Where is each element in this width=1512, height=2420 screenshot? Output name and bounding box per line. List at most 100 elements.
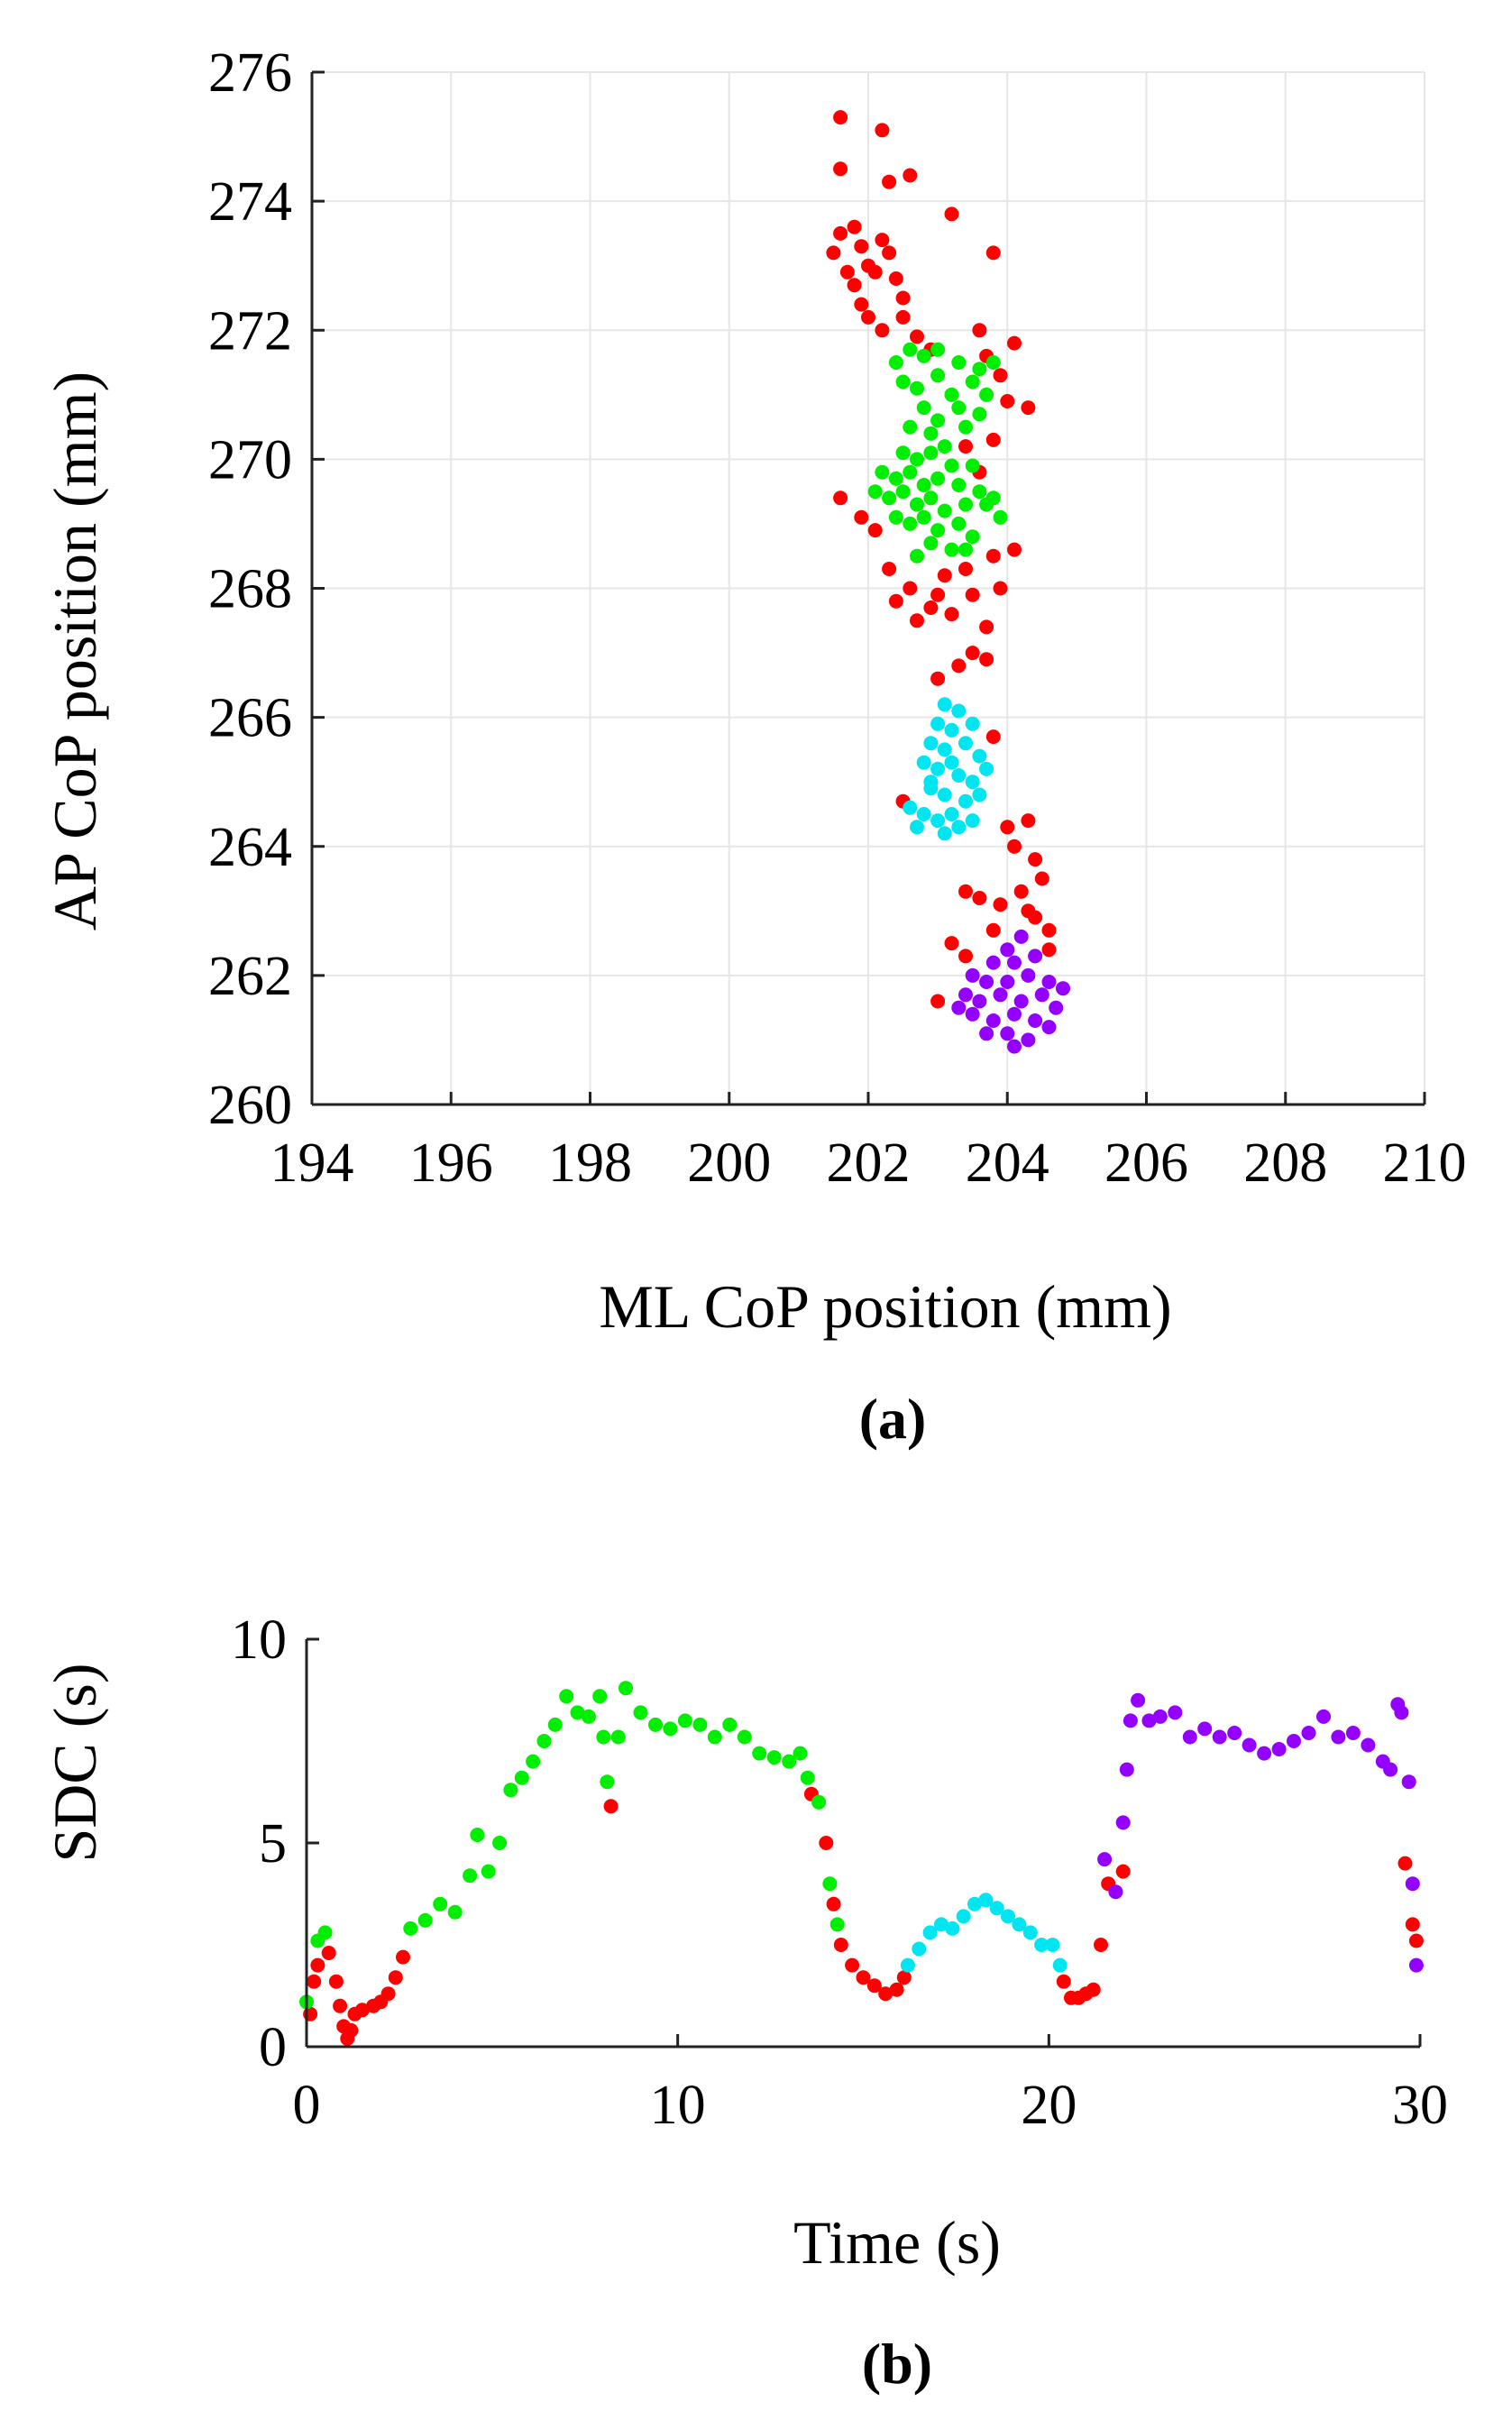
chart-b-point-green-30 xyxy=(722,1717,738,1732)
chart-a-series-green xyxy=(867,342,1008,564)
chart-b-point-red-15 xyxy=(396,1949,410,1965)
chart-a-point-green-52 xyxy=(958,542,973,557)
chart-b-point-green-7 xyxy=(463,1868,478,1884)
chart-a-point-red-57 xyxy=(1000,820,1015,835)
chart-a-point-red-60 xyxy=(1028,852,1043,867)
chart-a-point-red-73 xyxy=(985,922,1001,938)
chart-b-point-purple-16 xyxy=(1287,1734,1301,1748)
chart-a-point-purple-3 xyxy=(1007,955,1022,970)
chart-a-point-red-48 xyxy=(965,587,980,602)
chart-a-point-cyan-26 xyxy=(923,775,939,790)
chart-b-y-tick-label-1: 5 xyxy=(259,1813,287,1875)
chart-b-point-purple-14 xyxy=(1257,1746,1272,1761)
chart-b-point-green-11 xyxy=(503,1783,518,1798)
chart-a-point-purple-8 xyxy=(1021,967,1036,983)
chart-b-point-purple-5 xyxy=(1131,1692,1146,1708)
chart-b-point-cyan-4 xyxy=(945,1920,960,1936)
chart-b-point-green-2 xyxy=(317,1925,333,1940)
chart-a-point-cyan-18 xyxy=(903,800,918,815)
chart-a-point-green-35 xyxy=(895,484,911,500)
chart-b-point-cyan-7 xyxy=(978,1893,994,1908)
chart-a-point-cyan-22 xyxy=(965,813,980,829)
chart-a-point-green-23 xyxy=(923,445,939,461)
chart-a-point-cyan-17 xyxy=(972,787,987,802)
chart-a-point-red-41 xyxy=(903,581,918,596)
chart-b-point-purple-12 xyxy=(1227,1726,1242,1740)
chart-a-point-red-9 xyxy=(847,219,862,234)
chart-a-point-cyan-11 xyxy=(951,768,967,783)
chart-b-point-green-9 xyxy=(481,1864,496,1879)
chart-a-x-tick-label-7: 208 xyxy=(1243,1132,1327,1194)
chart-b-point-red-32 xyxy=(1094,1938,1108,1952)
chart-b-caption: (b) xyxy=(862,2332,932,2396)
chart-a-x-tick-label-2: 198 xyxy=(548,1132,632,1194)
chart-a-point-green-42 xyxy=(903,516,918,531)
chart-a-y-axis-title: AP CoP position (mm) xyxy=(41,371,109,930)
chart-a-point-red-22 xyxy=(895,309,911,325)
chart-b-point-purple-8 xyxy=(1168,1705,1183,1720)
chart-a-point-purple-0 xyxy=(1013,929,1029,944)
chart-b-point-cyan-11 xyxy=(1022,1925,1038,1940)
chart-b-point-purple-7 xyxy=(1152,1709,1168,1724)
chart-b-point-red-16 xyxy=(603,1799,619,1814)
chart-a-point-red-7 xyxy=(826,245,841,261)
chart-b-point-green-22 xyxy=(610,1729,626,1745)
chart-a-point-red-25 xyxy=(972,323,987,338)
chart-a-point-purple-2 xyxy=(985,955,1001,970)
chart-a-point-green-4 xyxy=(951,355,967,370)
chart-a-point-red-39 xyxy=(958,562,973,576)
chart-b-point-cyan-2 xyxy=(922,1925,938,1940)
chart-b-point-green-10 xyxy=(492,1836,508,1850)
chart-a-point-green-50 xyxy=(944,542,959,557)
chart-b-point-red-8 xyxy=(344,2022,359,2038)
chart-a-point-red-53 xyxy=(979,652,994,667)
chart-a-point-red-70 xyxy=(944,936,959,951)
chart-a-point-green-15 xyxy=(951,400,967,416)
chart-a-point-cyan-10 xyxy=(930,761,946,776)
chart-a-point-red-30 xyxy=(1021,400,1036,416)
chart-b-point-red-5 xyxy=(333,1998,348,2013)
chart-a-series-purple xyxy=(951,929,1070,1054)
chart-a-x-tick-label-8: 210 xyxy=(1383,1132,1467,1194)
chart-b-x-tick-label-1: 10 xyxy=(650,2075,706,2136)
chart-b-series-purple xyxy=(1097,1692,1424,1973)
chart-a-point-purple-18 xyxy=(1007,1006,1022,1022)
chart-a-point-green-14 xyxy=(930,413,946,428)
chart-a-point-red-68 xyxy=(1028,910,1043,925)
chart-b-point-cyan-12 xyxy=(1034,1938,1049,1952)
chart-a-point-red-59 xyxy=(1007,839,1022,854)
chart-b-x-axis-title: Time (s) xyxy=(793,2208,1001,2277)
chart-a-point-purple-25 xyxy=(951,1000,967,1015)
chart-a-point-green-27 xyxy=(888,471,903,486)
chart-a-point-red-0 xyxy=(833,110,848,125)
chart-a-point-cyan-15 xyxy=(937,787,952,802)
chart-a-point-green-30 xyxy=(930,471,946,486)
chart-a-point-green-3 xyxy=(930,342,946,357)
chart-b-point-green-21 xyxy=(600,1774,615,1790)
chart-b-point-red-2 xyxy=(310,1957,325,1973)
chart-b-point-red-10 xyxy=(354,2003,370,2018)
chart-a-point-green-49 xyxy=(923,536,939,551)
chart-a-point-red-58 xyxy=(1021,813,1036,829)
chart-b-point-green-25 xyxy=(648,1717,663,1732)
chart-a-point-red-49 xyxy=(993,581,1008,596)
chart-a-point-cyan-23 xyxy=(910,820,924,835)
chart-b-x-tick-label-0: 0 xyxy=(293,2075,321,2136)
chart-b-series-green xyxy=(299,1681,845,2010)
chart-b-point-red-35 xyxy=(1397,1856,1413,1871)
chart-b-point-purple-26 xyxy=(1401,1774,1416,1790)
chart-b-points xyxy=(299,1681,1424,2046)
chart-a-x-tick-labels: 194 196 198 200 202 204 206 208 210 xyxy=(270,1132,1467,1194)
chart-a-point-red-71 xyxy=(958,949,973,964)
chart-a-point-green-38 xyxy=(937,503,952,518)
chart-b-point-purple-28 xyxy=(1408,1957,1424,1973)
chart-a-point-cyan-25 xyxy=(951,820,967,835)
chart-b-point-green-6 xyxy=(447,1904,463,1920)
chart-a-point-red-29 xyxy=(1000,394,1015,408)
chart-b-point-purple-18 xyxy=(1316,1709,1331,1724)
chart-b-point-green-24 xyxy=(633,1705,648,1720)
chart-b-point-purple-9 xyxy=(1182,1729,1197,1745)
chart-b-point-red-1 xyxy=(307,1974,322,1989)
chart-a-point-red-65 xyxy=(993,897,1008,912)
